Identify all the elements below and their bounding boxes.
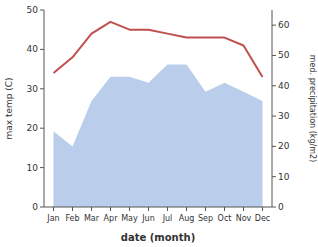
x-tick — [243, 207, 244, 211]
y-tick-label: 10 — [27, 163, 39, 173]
y-tick-label: 40 — [27, 44, 39, 54]
y2-axis-line — [272, 10, 273, 207]
x-tick — [167, 207, 168, 211]
y2-tick-label: 10 — [278, 172, 290, 182]
y2-tick — [272, 85, 276, 86]
chart: 010203040500102030405060JanFebMarAprMayJ… — [0, 0, 318, 247]
y-tick — [40, 88, 44, 89]
x-tick-label: Feb — [65, 214, 79, 223]
x-tick-label: Sep — [198, 214, 213, 223]
x-tick — [110, 207, 111, 211]
x-tick-label: Dec — [255, 214, 270, 223]
y-tick — [40, 167, 44, 168]
y2-tick-label: 50 — [278, 50, 290, 60]
x-tick — [53, 207, 54, 211]
y-tick-label: 50 — [27, 5, 39, 15]
y-axis-label: max temp (C) — [4, 77, 14, 139]
x-tick-label: May — [121, 214, 138, 223]
x-tick-label: Apr — [104, 214, 119, 223]
y2-tick — [272, 55, 276, 56]
x-tick-label: Aug — [179, 214, 195, 223]
y2-tick — [272, 146, 276, 147]
y2-tick-label: 30 — [278, 111, 290, 121]
y2-tick-label: 0 — [278, 202, 284, 212]
y-tick-label: 30 — [27, 84, 39, 94]
x-tick — [224, 207, 225, 211]
x-tick-label: Jul — [162, 214, 173, 223]
x-tick-label: Jun — [141, 214, 155, 223]
y-tick-label: 20 — [27, 123, 39, 133]
x-tick-label: Oct — [218, 214, 232, 223]
x-tick — [129, 207, 130, 211]
chart-container: 010203040500102030405060JanFebMarAprMayJ… — [0, 0, 318, 247]
y2-tick-label: 20 — [278, 141, 290, 151]
x-tick-label: Nov — [236, 214, 252, 223]
y-axis-line — [44, 10, 45, 207]
y-tick — [40, 10, 44, 11]
y2-tick — [272, 176, 276, 177]
x-axis-label: date (month) — [121, 232, 195, 243]
y-tick — [40, 207, 44, 208]
plot-area — [54, 22, 263, 207]
y-tick — [40, 128, 44, 129]
x-tick — [205, 207, 206, 211]
temp-line — [54, 22, 263, 77]
y-tick — [40, 49, 44, 50]
y2-tick — [272, 25, 276, 26]
x-tick — [91, 207, 92, 211]
x-tick — [148, 207, 149, 211]
x-tick-label: Mar — [84, 214, 100, 223]
y-tick-label: 0 — [32, 202, 38, 212]
x-tick-label: Jan — [46, 214, 59, 223]
y2-tick — [272, 207, 276, 208]
x-tick — [72, 207, 73, 211]
x-axis-line — [44, 207, 272, 208]
x-tick — [186, 207, 187, 211]
y2-tick-label: 40 — [278, 81, 290, 91]
precipitation-area — [54, 65, 263, 207]
y2-tick — [272, 116, 276, 117]
x-tick — [262, 207, 263, 211]
y2-axis-label: med. precipitation (kg/m2) — [308, 55, 317, 162]
y2-tick-label: 60 — [278, 20, 290, 30]
